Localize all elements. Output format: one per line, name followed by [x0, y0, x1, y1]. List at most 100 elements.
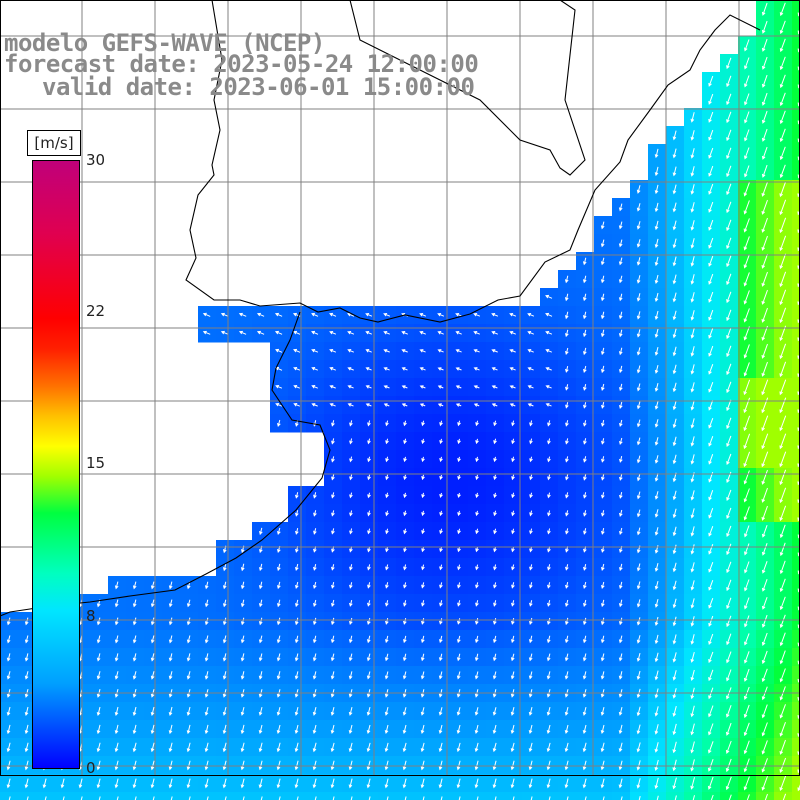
- wind-arrow: [475, 438, 479, 445]
- wind-arrow: [475, 420, 479, 427]
- wind-arrow: [475, 474, 479, 481]
- wind-arrow: [545, 312, 553, 317]
- wind-arrow: [654, 670, 659, 681]
- wind-arrow: [475, 582, 479, 589]
- wind-arrow: [743, 200, 750, 215]
- wind-arrow: [761, 722, 768, 737]
- wind-arrow: [708, 93, 714, 105]
- wind-arrow: [150, 653, 155, 662]
- wind-arrow: [564, 671, 569, 680]
- wind-arrow: [132, 742, 137, 753]
- wind-arrow: [401, 331, 408, 335]
- wind-arrow: [761, 146, 768, 160]
- wind-arrow: [475, 456, 479, 463]
- wind-arrow: [618, 293, 623, 302]
- wind-arrow: [276, 671, 281, 680]
- wind-arrow: [779, 469, 787, 486]
- wind-arrow: [367, 564, 371, 571]
- wind-arrow: [528, 671, 533, 680]
- wind-arrow: [240, 617, 245, 626]
- wind-arrow: [672, 616, 677, 627]
- wind-arrow: [779, 415, 787, 432]
- wind-arrow: [240, 778, 245, 789]
- wind-speed-cell: [684, 792, 703, 800]
- wind-arrow: [114, 760, 119, 771]
- wind-arrow: [475, 600, 479, 607]
- wind-arrow: [348, 778, 353, 789]
- wind-arrow: [222, 563, 227, 572]
- wind-arrow: [726, 201, 732, 214]
- wind-arrow: [726, 111, 732, 124]
- wind-arrow: [779, 487, 787, 504]
- wind-arrow: [509, 331, 516, 335]
- wind-arrow: [295, 510, 299, 517]
- wind-arrow: [420, 653, 425, 662]
- wind-arrow: [438, 742, 443, 753]
- wind-arrow: [708, 705, 714, 718]
- wind-arrow: [365, 385, 372, 389]
- wind-arrow: [743, 722, 750, 737]
- wind-arrow: [421, 474, 425, 481]
- wind-arrow: [779, 451, 787, 468]
- wind-arrow: [708, 237, 714, 249]
- wind-arrow: [491, 385, 498, 389]
- wind-speed-cell: [792, 108, 800, 127]
- wind-arrow: [492, 724, 497, 735]
- wind-arrow: [455, 349, 462, 353]
- wind-arrow: [672, 166, 677, 177]
- wind-arrow: [654, 706, 659, 717]
- wind-arrow: [383, 331, 390, 335]
- wind-arrow: [403, 582, 407, 589]
- wind-speed-cell: [792, 342, 800, 361]
- wind-arrow: [295, 581, 299, 590]
- wind-arrow: [582, 275, 587, 284]
- lat-lon-grid: [0, 0, 800, 776]
- wind-arrow: [743, 236, 750, 251]
- wind-arrow: [528, 724, 533, 735]
- wind-arrow: [779, 505, 787, 522]
- wind-arrow: [330, 742, 335, 753]
- wind-arrow: [726, 705, 732, 718]
- wind-arrow: [258, 778, 263, 789]
- wind-arrow: [636, 275, 641, 284]
- wind-arrow: [600, 257, 605, 266]
- wind-arrow: [331, 438, 335, 445]
- wind-arrow: [618, 275, 623, 284]
- wind-arrow: [403, 456, 407, 463]
- wind-speed-cell: [792, 666, 800, 685]
- wind-arrow: [312, 724, 317, 735]
- wind-arrow: [529, 474, 533, 481]
- wind-arrow: [743, 433, 751, 450]
- wind-arrow: [654, 742, 659, 753]
- wind-arrow: [761, 632, 768, 646]
- wind-arrow: [583, 365, 587, 374]
- wind-arrow: [367, 474, 371, 481]
- wind-arrow: [761, 433, 769, 450]
- wind-arrow: [114, 581, 119, 590]
- wind-arrow: [761, 217, 768, 233]
- wind-arrow: [654, 777, 659, 790]
- wind-arrow: [636, 293, 641, 302]
- wind-arrow: [278, 796, 281, 800]
- wind-arrow: [331, 528, 335, 535]
- wind-speed-cell: [108, 792, 127, 800]
- wind-arrow: [761, 253, 768, 269]
- wind-arrow: [779, 560, 786, 575]
- wind-arrow: [690, 112, 695, 123]
- wind-arrow: [421, 510, 425, 517]
- wind-arrow: [654, 310, 659, 321]
- wind-arrow: [564, 275, 569, 284]
- wind-arrow: [383, 367, 390, 371]
- wind-arrow: [329, 312, 337, 317]
- wind-arrow: [618, 239, 623, 248]
- wind-speed-cell: [792, 720, 800, 739]
- wind-arrow: [761, 597, 768, 610]
- wind-arrow: [150, 724, 155, 735]
- wind-speed-cell: [792, 54, 800, 73]
- wind-arrow: [618, 203, 623, 212]
- wind-arrow: [690, 580, 695, 591]
- wind-arrow: [204, 635, 209, 644]
- wind-arrow: [132, 706, 137, 717]
- wind-arrow: [240, 760, 245, 771]
- wind-arrow: [150, 617, 155, 626]
